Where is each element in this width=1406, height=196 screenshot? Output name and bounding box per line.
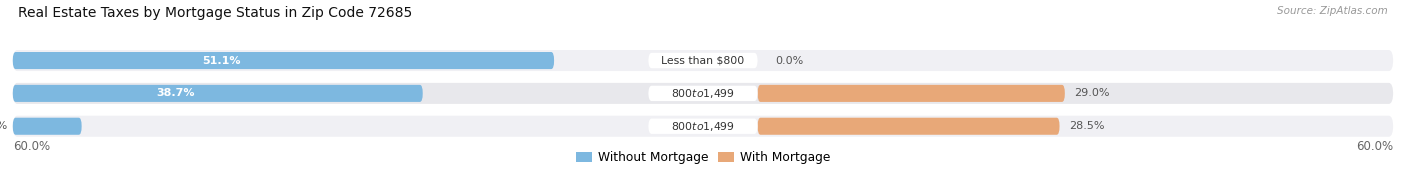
- FancyBboxPatch shape: [13, 52, 554, 69]
- Text: Source: ZipAtlas.com: Source: ZipAtlas.com: [1277, 6, 1388, 16]
- FancyBboxPatch shape: [758, 118, 1060, 135]
- Text: Less than $800: Less than $800: [661, 55, 745, 65]
- FancyBboxPatch shape: [648, 53, 758, 68]
- FancyBboxPatch shape: [13, 83, 1393, 104]
- Text: 60.0%: 60.0%: [13, 140, 49, 153]
- Text: $800 to $1,499: $800 to $1,499: [671, 120, 735, 133]
- Text: $800 to $1,499: $800 to $1,499: [671, 87, 735, 100]
- FancyBboxPatch shape: [13, 118, 82, 135]
- Text: 29.0%: 29.0%: [1074, 88, 1109, 98]
- FancyBboxPatch shape: [13, 116, 1393, 137]
- FancyBboxPatch shape: [13, 50, 1393, 71]
- FancyBboxPatch shape: [758, 85, 1064, 102]
- Text: 28.5%: 28.5%: [1069, 121, 1104, 131]
- FancyBboxPatch shape: [648, 86, 758, 101]
- Text: 6.5%: 6.5%: [0, 121, 7, 131]
- Text: Real Estate Taxes by Mortgage Status in Zip Code 72685: Real Estate Taxes by Mortgage Status in …: [18, 6, 412, 20]
- FancyBboxPatch shape: [648, 119, 758, 134]
- Text: 60.0%: 60.0%: [1357, 140, 1393, 153]
- Text: 51.1%: 51.1%: [202, 55, 240, 65]
- FancyBboxPatch shape: [13, 85, 423, 102]
- Text: 0.0%: 0.0%: [775, 55, 803, 65]
- Legend: Without Mortgage, With Mortgage: Without Mortgage, With Mortgage: [571, 146, 835, 169]
- Text: 38.7%: 38.7%: [156, 88, 195, 98]
